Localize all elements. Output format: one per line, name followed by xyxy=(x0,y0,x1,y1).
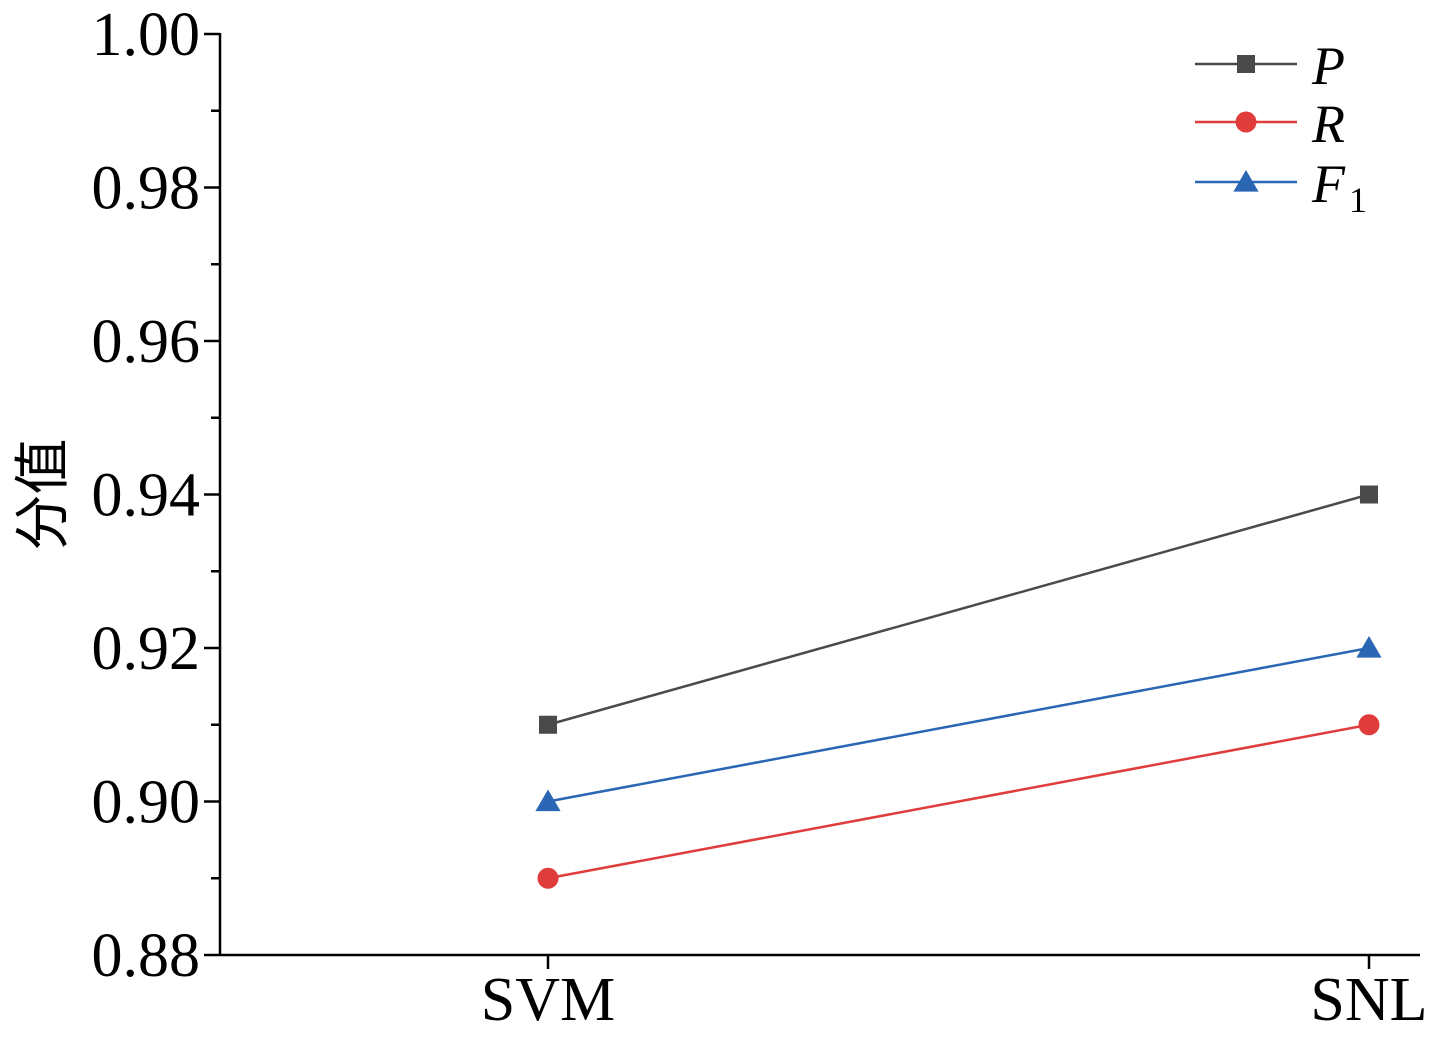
axes xyxy=(218,33,1420,957)
y-tick-label: 1.00 xyxy=(92,1,201,69)
x-tick-label: SNL xyxy=(1310,966,1427,1034)
data-point-R xyxy=(537,867,559,889)
y-axis-label: 分值 xyxy=(13,439,75,551)
data-point-F xyxy=(535,789,561,812)
series-line-R xyxy=(547,723,1370,880)
y-tick-label: 0.96 xyxy=(92,308,201,376)
legend-label-R: R xyxy=(1311,94,1345,154)
x-tick-label: SVM xyxy=(481,966,615,1034)
y-tick-label: 0.94 xyxy=(92,462,201,530)
legend-marker-R xyxy=(1235,111,1257,133)
series-group xyxy=(535,485,1382,889)
x-axis-ticks: SVM SNL xyxy=(481,955,1428,1034)
y-tick-label: 0.88 xyxy=(92,922,201,990)
data-point-F xyxy=(1356,636,1382,658)
legend-marker-P xyxy=(1237,55,1255,73)
y-tick-label: 0.98 xyxy=(92,155,201,223)
legend: PRF 1 xyxy=(1195,36,1367,220)
data-point-P xyxy=(539,715,557,734)
legend-label-P: P xyxy=(1311,36,1345,96)
series-line-F xyxy=(547,646,1370,803)
series-line-P xyxy=(547,493,1370,726)
y-tick-label: 0.92 xyxy=(92,615,201,683)
legend-label-subscript: 1 xyxy=(1349,180,1367,220)
legend-marker-F xyxy=(1233,170,1259,192)
data-point-P xyxy=(1360,485,1378,504)
y-tick-label: 0.90 xyxy=(92,769,201,837)
y-axis-ticks: 0.88 0.90 0.92 0.94 0.96 0.98 1.00 xyxy=(92,1,220,990)
data-point-R xyxy=(1358,714,1380,736)
